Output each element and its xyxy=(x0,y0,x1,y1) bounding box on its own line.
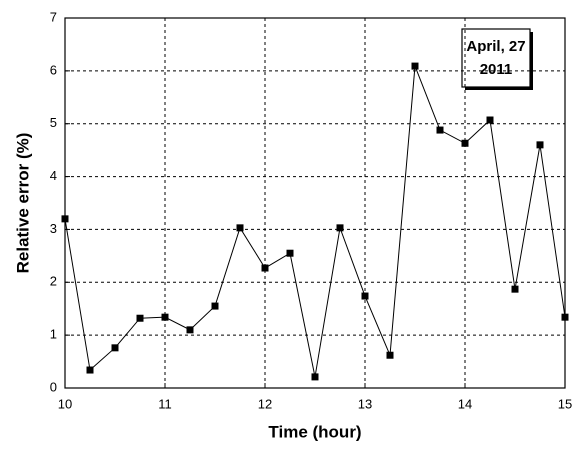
y-tick-label: 6 xyxy=(50,62,57,77)
y-tick-label: 5 xyxy=(50,115,57,130)
y-tick-label: 0 xyxy=(50,379,57,394)
data-point xyxy=(411,62,419,70)
data-point xyxy=(286,249,294,257)
x-tick-label: 15 xyxy=(558,396,572,411)
data-point xyxy=(486,116,494,124)
data-point xyxy=(136,314,144,322)
data-point xyxy=(561,313,569,321)
data-point xyxy=(236,224,244,232)
annotation-shadow xyxy=(465,87,533,90)
data-point xyxy=(86,366,94,374)
data-point xyxy=(336,224,344,232)
y-tick-label: 3 xyxy=(50,221,57,236)
data-point xyxy=(261,264,269,272)
x-tick-label: 11 xyxy=(158,396,172,411)
data-point xyxy=(386,351,394,359)
data-point xyxy=(461,139,469,147)
data-point xyxy=(361,292,369,300)
y-tick-label: 7 xyxy=(50,9,57,24)
data-point xyxy=(311,373,319,381)
x-tick-label: 10 xyxy=(58,396,72,411)
y-tick-label: 1 xyxy=(50,327,57,342)
data-line xyxy=(64,65,566,377)
annotation: 2011 xyxy=(480,61,513,78)
data-point xyxy=(211,302,219,310)
data-point xyxy=(61,215,69,223)
data-point xyxy=(111,344,119,352)
annotation: April, 27 xyxy=(466,38,525,55)
x-tick-label: 14 xyxy=(458,396,472,411)
x-tick-label: 13 xyxy=(358,396,372,411)
data-point xyxy=(436,126,444,134)
annotation-shadow xyxy=(530,32,533,90)
x-axis-label: Time (hour) xyxy=(268,422,361,441)
x-tick-label: 12 xyxy=(258,396,272,411)
data-point xyxy=(186,326,194,334)
y-axis-label: Relative error (%) xyxy=(13,133,32,274)
data-point xyxy=(511,285,519,293)
plot-frame xyxy=(64,17,566,389)
y-tick-label: 2 xyxy=(50,274,57,289)
y-tick-label: 4 xyxy=(50,168,57,183)
data-point xyxy=(161,313,169,321)
data-point xyxy=(536,141,544,149)
